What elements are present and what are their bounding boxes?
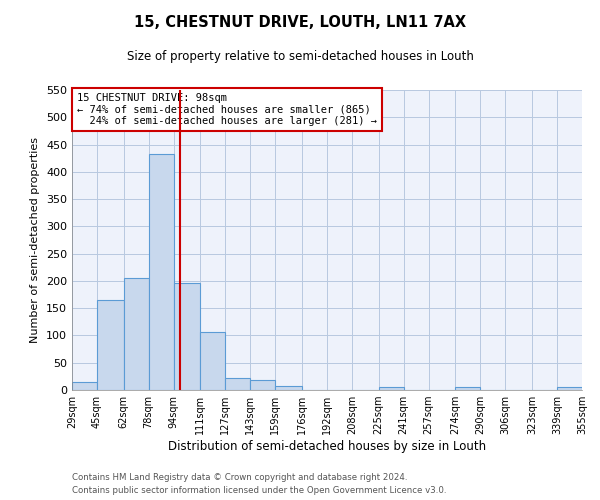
Bar — [275, 386, 302, 390]
Y-axis label: Number of semi-detached properties: Number of semi-detached properties — [31, 137, 40, 343]
Bar — [379, 386, 404, 390]
Bar — [149, 154, 173, 390]
Bar — [173, 282, 200, 390]
Text: 15 CHESTNUT DRIVE: 98sqm
← 74% of semi-detached houses are smaller (865)
  24% o: 15 CHESTNUT DRIVE: 98sqm ← 74% of semi-d… — [77, 93, 377, 126]
Bar — [124, 278, 149, 390]
Bar — [226, 378, 250, 390]
X-axis label: Distribution of semi-detached houses by size in Louth: Distribution of semi-detached houses by … — [168, 440, 486, 453]
Bar — [72, 382, 97, 390]
Text: Contains HM Land Registry data © Crown copyright and database right 2024.: Contains HM Land Registry data © Crown c… — [72, 474, 407, 482]
Bar — [200, 332, 226, 390]
Bar — [250, 380, 275, 390]
Bar — [557, 388, 582, 390]
Text: 15, CHESTNUT DRIVE, LOUTH, LN11 7AX: 15, CHESTNUT DRIVE, LOUTH, LN11 7AX — [134, 15, 466, 30]
Bar — [455, 388, 481, 390]
Text: Size of property relative to semi-detached houses in Louth: Size of property relative to semi-detach… — [127, 50, 473, 63]
Bar — [97, 300, 124, 390]
Text: Contains public sector information licensed under the Open Government Licence v3: Contains public sector information licen… — [72, 486, 446, 495]
